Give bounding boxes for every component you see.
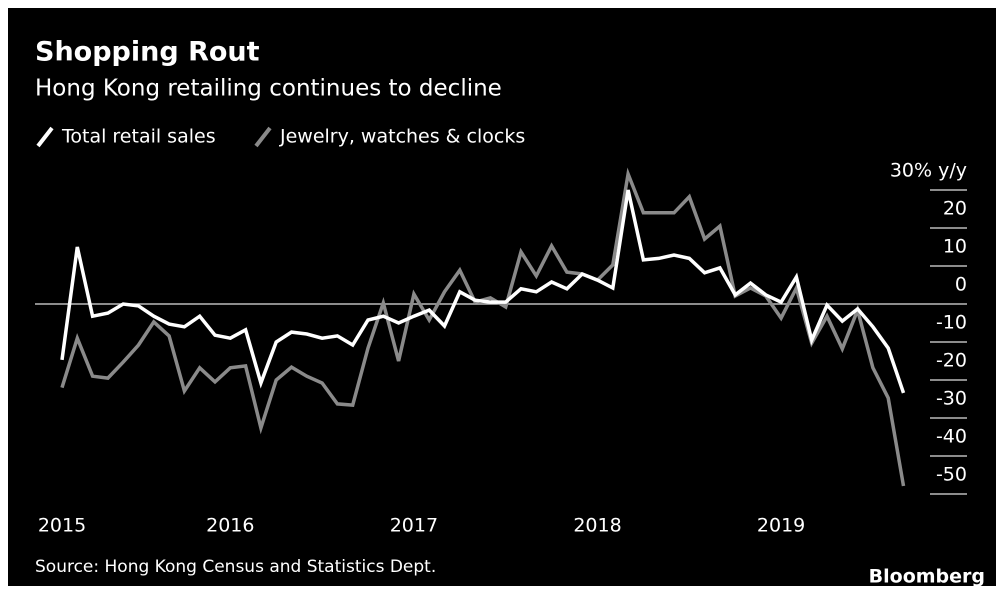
- series-line: [60, 189, 906, 394]
- y-tick-label: -50: [936, 464, 967, 486]
- legend-label: Total retail sales: [61, 126, 216, 148]
- y-tick-label: 10: [943, 236, 967, 258]
- x-tick-label: 2017: [390, 515, 438, 537]
- y-tick-label: -10: [936, 312, 967, 334]
- y-tick-label: -30: [936, 388, 967, 410]
- legend-swatch: [36, 126, 54, 148]
- legend-swatch: [254, 126, 272, 148]
- background: [8, 8, 996, 586]
- x-tick-label: 2016: [206, 515, 254, 537]
- chart-title: Shopping Rout: [35, 37, 260, 68]
- x-tick-label: 2018: [573, 515, 621, 537]
- y-tick-label: 20: [943, 198, 967, 220]
- x-tick-label: 2019: [757, 515, 805, 537]
- y-tick-label: -40: [936, 426, 967, 448]
- brand: Bloomberg: [869, 566, 985, 588]
- chart-subtitle: Hong Kong retailing continues to decline: [35, 76, 502, 102]
- x-tick-label: 2015: [38, 515, 86, 537]
- source: Source: Hong Kong Census and Statistics …: [35, 557, 436, 577]
- y-tick-label: -20: [936, 350, 967, 372]
- y-tick-label: 0: [955, 274, 967, 296]
- legend-label: Jewelry, watches & clocks: [279, 126, 525, 148]
- y-tick-label: 30% y/y: [890, 160, 967, 182]
